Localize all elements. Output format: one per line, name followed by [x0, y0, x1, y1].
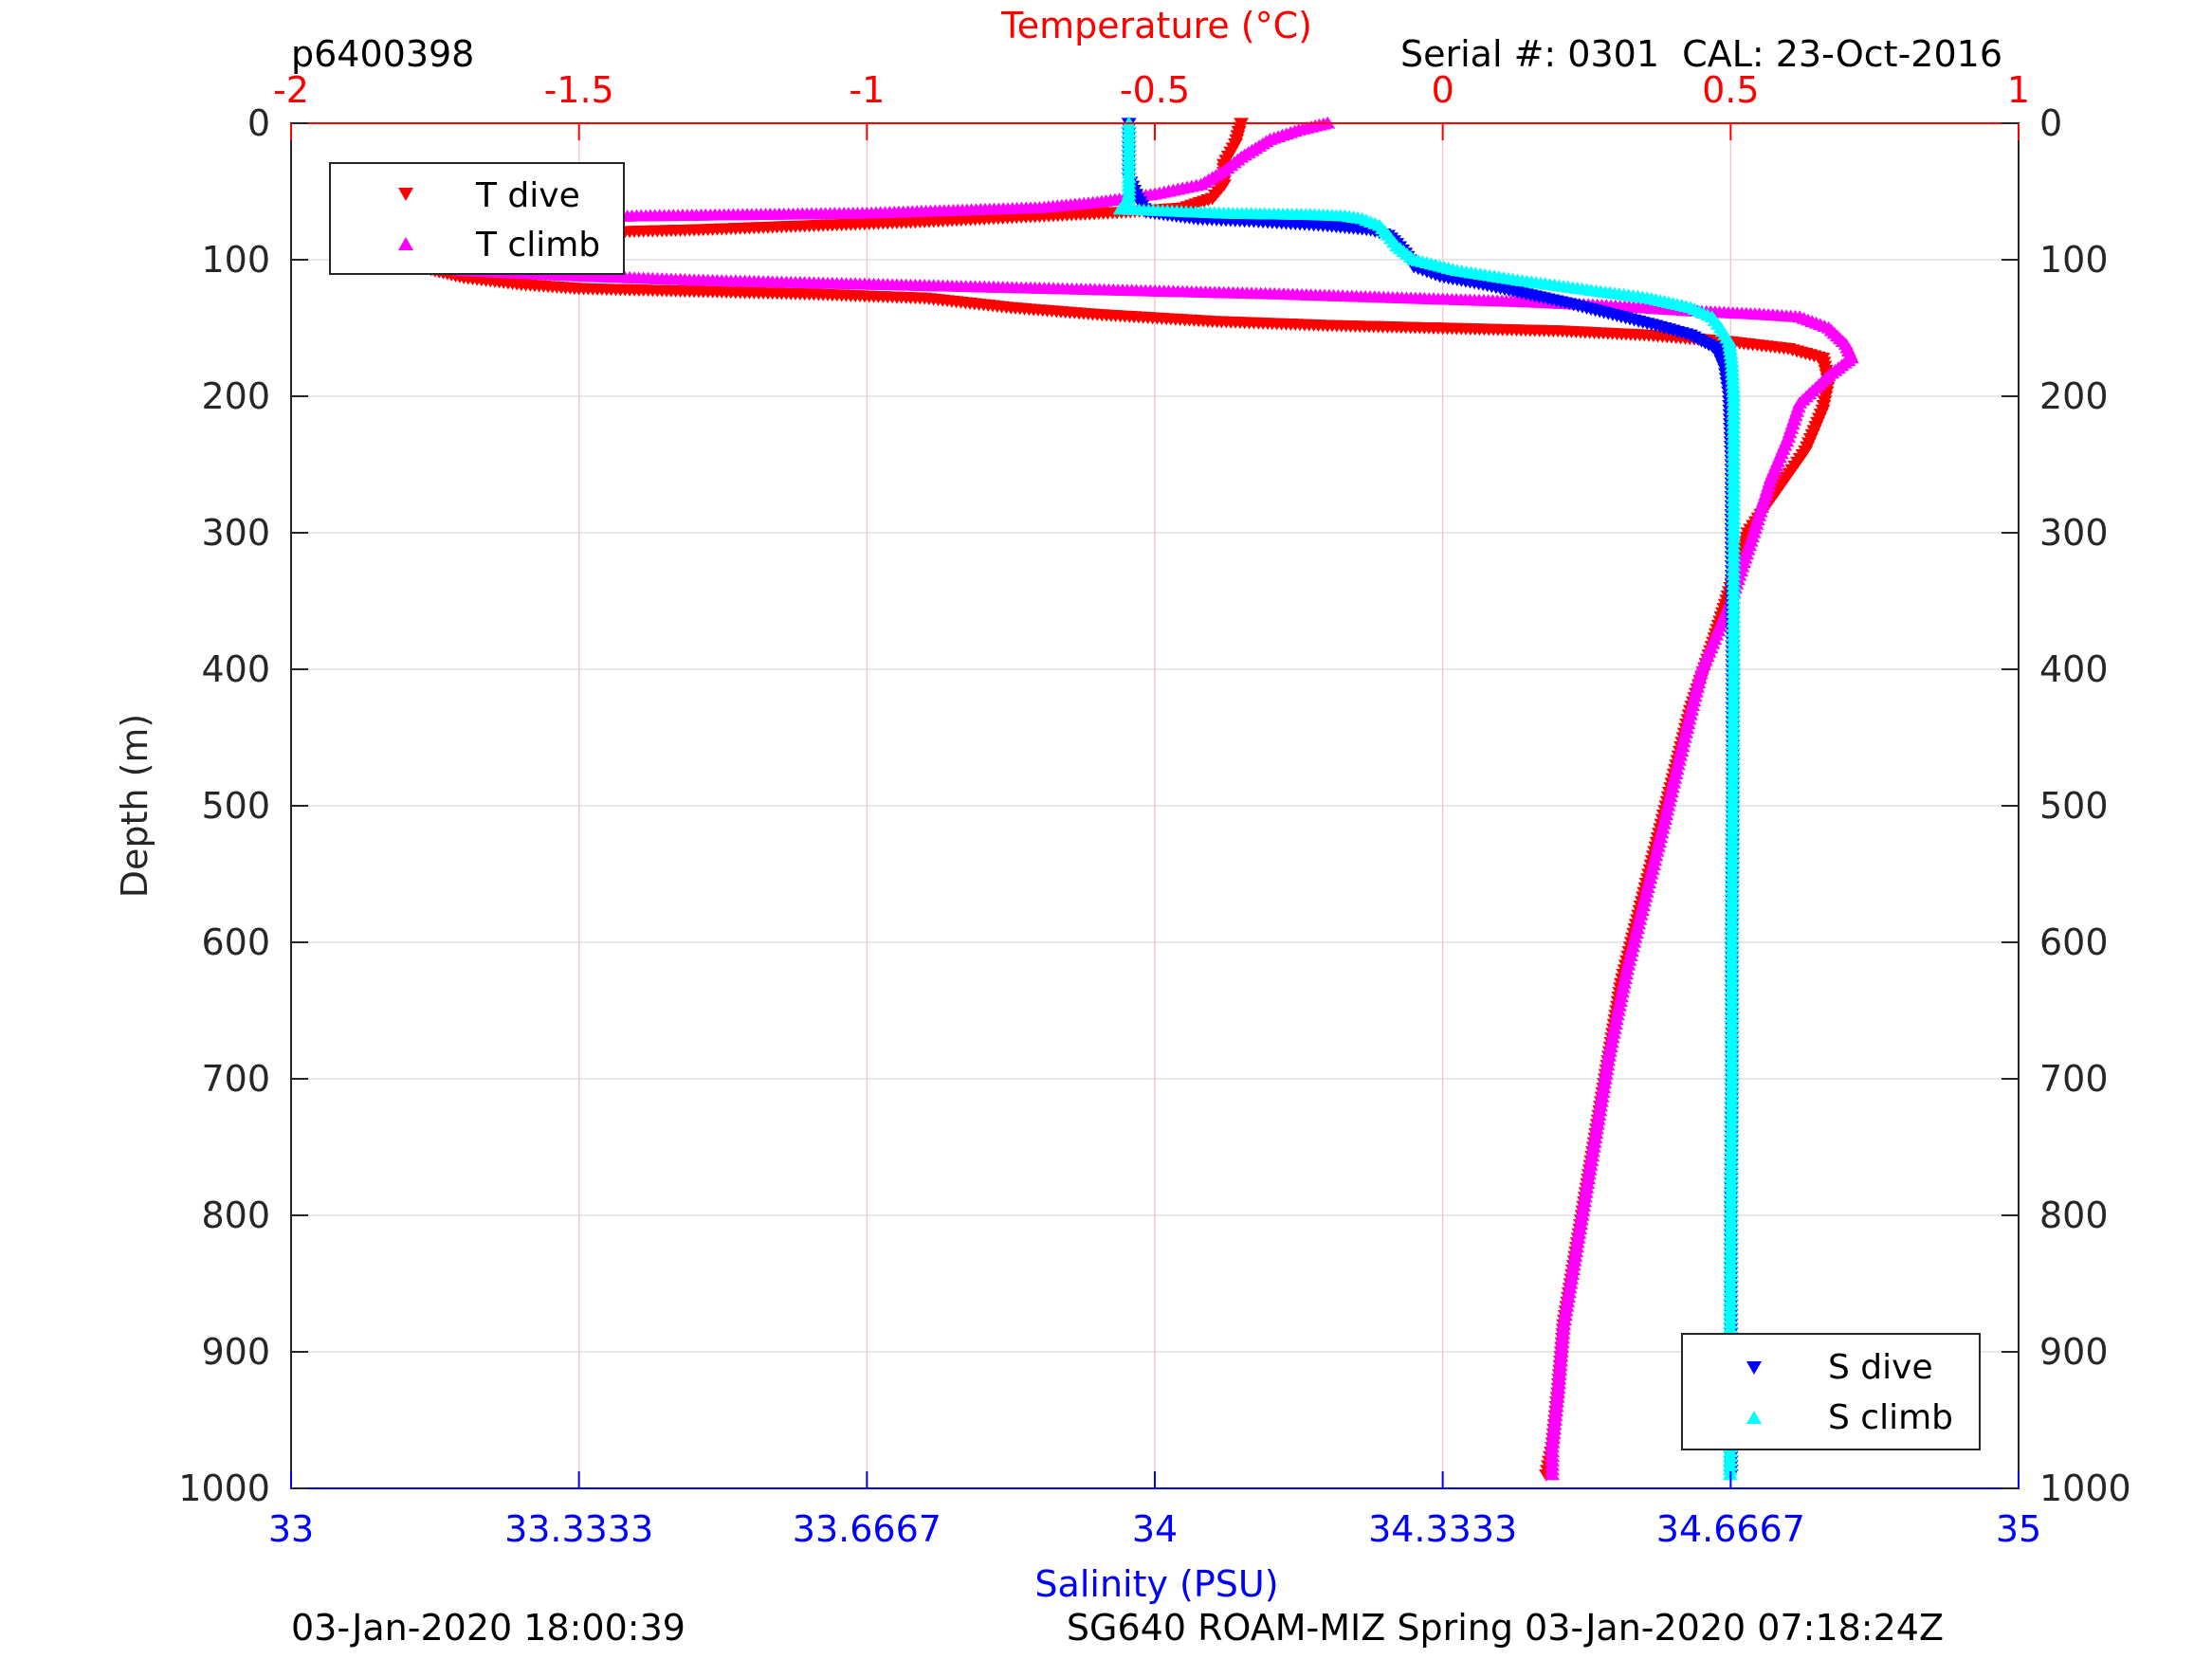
depth-tick-label-left: 700	[201, 1058, 270, 1100]
temperature-tick-label: 1	[2007, 69, 2030, 111]
footer-timestamp: 03-Jan-2020 18:00:39	[291, 1607, 686, 1649]
temperature-tick-label: 0	[1432, 69, 1454, 111]
legend-temperature: T dive T climb	[329, 162, 625, 275]
legend-label-s-dive: S dive	[1828, 1348, 1933, 1387]
depth-tick-label-right: 300	[2039, 512, 2109, 554]
depth-tick-label-left: 400	[201, 648, 270, 690]
legend-label-t-climb: T climb	[475, 226, 600, 264]
depth-tick-label-left: 500	[201, 785, 270, 827]
temperature-axis-title: Temperature (°C)	[1000, 5, 1312, 46]
legend-marker-s-dive	[1746, 1361, 1762, 1375]
temperature-tick-label: 0.5	[1702, 69, 1759, 111]
serial-cal-label: Serial #: 0301 CAL: 23-Oct-2016	[1400, 33, 2002, 75]
salinity-tick-label: 33.6667	[793, 1508, 941, 1550]
temperature-tick-label: -2	[273, 69, 309, 111]
depth-tick-label-right: 200	[2039, 375, 2109, 417]
depth-tick-label-right: 1000	[2039, 1468, 2131, 1509]
data-point	[1545, 1468, 1561, 1481]
legend-marker-t-climb	[398, 237, 413, 250]
salinity-axis-title: Salinity (PSU)	[1034, 1563, 1278, 1605]
series-t-climb	[387, 116, 1859, 1481]
legend-box	[329, 162, 625, 275]
depth-tick-label-left: 300	[201, 512, 270, 554]
salinity-tick-label: 34.6667	[1656, 1508, 1805, 1550]
dive-id-label: p6400398	[291, 33, 474, 75]
depth-tick-label-right: 600	[2039, 921, 2109, 963]
depth-tick-label-right: 900	[2039, 1331, 2109, 1373]
salinity-tick-label: 33.3333	[504, 1508, 653, 1550]
legend-salinity: S dive S climb	[1681, 1333, 1981, 1450]
depth-tick-label-left: 100	[201, 239, 270, 281]
depth-tick-label-left: 900	[201, 1331, 270, 1373]
salinity-tick-label: 35	[1996, 1508, 2041, 1550]
depth-tick-label-right: 700	[2039, 1058, 2109, 1100]
axis-ticks: 0 0 100 100 200 200 300 300 400 400 500 500 600 600 70…	[178, 69, 2130, 1550]
depth-tick-label-left: 200	[201, 375, 270, 417]
legend-label-t-dive: T dive	[475, 176, 580, 215]
depth-tick-label-right: 400	[2039, 648, 2109, 690]
footer-mission: SG640 ROAM-MIZ Spring 03-Jan-2020 07:18:…	[1067, 1607, 1944, 1649]
depth-tick-label-left: 1000	[178, 1468, 270, 1509]
depth-tick-label-right: 500	[2039, 785, 2109, 827]
depth-tick-label-right: 800	[2039, 1194, 2109, 1236]
legend-box	[1681, 1333, 1981, 1450]
legend-label-s-climb: S climb	[1828, 1398, 1953, 1437]
legend-marker-t-dive	[398, 188, 413, 201]
depth-tick-label-left: 0	[247, 102, 270, 144]
depth-tick-label-right: 0	[2039, 102, 2062, 144]
salinity-tick-label: 34.3333	[1368, 1508, 1517, 1550]
depth-tick-label-left: 600	[201, 921, 270, 963]
depth-tick-label-left: 800	[201, 1194, 270, 1236]
depth-tick-label-right: 100	[2039, 239, 2109, 281]
salinity-tick-label: 33	[268, 1508, 314, 1550]
temperature-tick-label: -1.5	[544, 69, 614, 111]
temperature-tick-label: -0.5	[1120, 69, 1190, 111]
temperature-tick-label: -1	[849, 69, 885, 111]
salinity-tick-label: 34	[1132, 1508, 1178, 1550]
legend-marker-s-climb	[1746, 1411, 1762, 1424]
series-s-climb	[1112, 116, 1742, 1481]
depth-axis-title: Depth (m)	[114, 714, 155, 899]
